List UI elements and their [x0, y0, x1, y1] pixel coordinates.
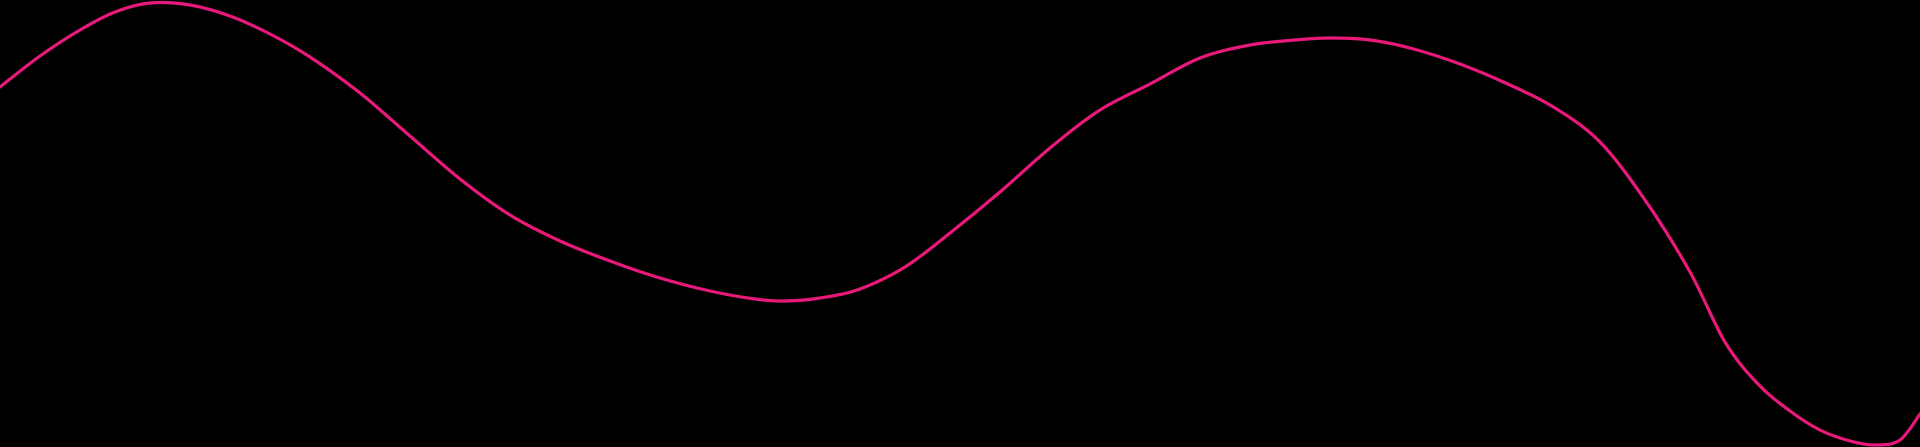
curve-canvas — [0, 0, 1920, 447]
pink-wave-curve-line — [0, 0, 1920, 447]
wave-curve-chart — [0, 0, 1920, 447]
